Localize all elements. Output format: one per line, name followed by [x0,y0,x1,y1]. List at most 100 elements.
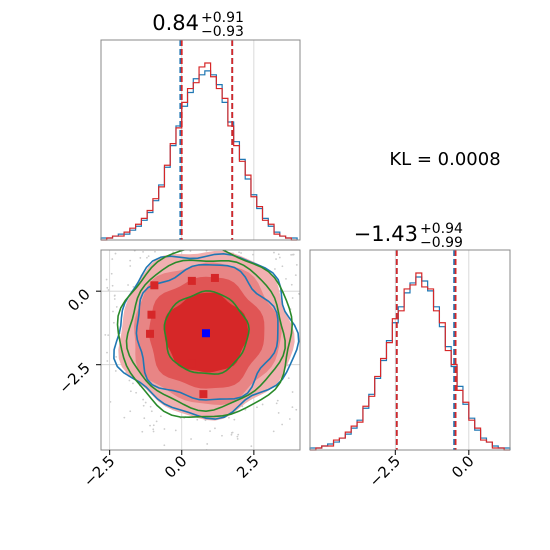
scatter-point [177,242,179,244]
scatter-point [183,247,185,249]
scatter-point [144,401,147,404]
scatter-point [281,423,284,426]
scatter-point [291,391,294,393]
scatter-point [197,241,199,243]
scatter-point [135,391,138,394]
hist-y-frame [309,249,511,451]
scatter-point [123,416,126,419]
hist-x-title: 0.84 +0.91 −0.93 [152,10,244,40]
scatter-point [152,428,155,431]
scatter-point [146,256,148,259]
scatter-point [153,246,155,248]
blue-marker [201,329,210,338]
scatter-point [155,420,158,423]
scatter-point [152,241,154,243]
scatter-point [227,416,230,419]
scatter-point [290,253,293,256]
scatter-point [190,237,192,239]
kl-annotation: KL = 0.0008 [389,149,500,170]
red-marker [147,310,156,319]
scatter-point [142,404,145,407]
scatter-point [128,379,131,382]
scatter-point [214,237,216,239]
hist-x-series-0-step [100,70,298,240]
scatter-point [106,286,109,289]
scatter-point [142,250,144,253]
scatter-point [111,258,114,260]
scatter-point [324,327,326,329]
scatter-point [307,297,309,299]
scatter-point [312,290,314,292]
hist-panel-x: 0.84 +0.91 −0.93 [100,10,301,241]
hist-y-title-median: −1.43 [354,222,418,246]
scatter-point [128,241,130,243]
scatter-point [321,348,323,350]
scatter-point [237,219,239,221]
scatter-point [250,445,253,448]
scatter-point [112,310,114,313]
scatter-point [264,244,266,246]
scatter-point [233,418,236,421]
scatter-point [261,403,264,406]
scatter-point [292,253,295,256]
scatter-point [95,355,97,357]
scatter-point [213,210,215,212]
scatter-point [275,258,277,260]
scatter-point [273,251,275,254]
scatter-point [319,333,321,335]
red-marker [274,237,282,245]
scatter-point [221,212,223,214]
scatter-point [163,235,165,237]
scatter-point [189,250,192,252]
scatter-point [168,243,170,245]
scatter-point [208,230,210,232]
scatter-point [113,294,116,297]
scatter-point [149,424,151,427]
scatter-point [277,253,280,256]
scatter-point [109,400,112,403]
scatter-point [106,351,108,354]
scatter-point [112,321,115,324]
scatter-point [237,433,240,436]
scatter-point [107,334,110,337]
red-marker [199,390,208,399]
scatter-point [129,265,132,267]
scatter-point [115,306,118,308]
scatter-point [164,221,166,223]
scatter-point [145,229,147,231]
scatter-point [173,224,175,226]
scatter-point [211,243,213,245]
scatter-point [244,408,247,411]
contour-xtick-label: −2.5 [80,452,118,490]
scatter-point [213,228,215,230]
scatter-point [190,215,192,217]
scatter-point [286,364,289,367]
hist-y-series-1-step [310,272,510,451]
scatter-point [129,390,132,393]
scatter-point [244,236,246,238]
scatter-point [159,415,162,418]
scatter-point [323,332,325,334]
scatter-point [238,251,240,254]
scatter-point [215,241,217,243]
contour-xtick-label: 0.0 [161,452,191,482]
scatter-point [132,382,134,385]
scatter-point [281,265,284,268]
red-marker [146,329,155,338]
scatter-point [172,227,174,229]
scatter-point [110,272,113,275]
scatter-point [104,333,107,336]
scatter-point [152,424,155,427]
hist-y-xtick-label: −2.5 [366,452,404,490]
scatter-point [230,433,233,436]
scatter-point [166,242,168,244]
scatter-point [154,250,156,253]
scatter-point [231,431,234,434]
scatter-point [278,256,281,259]
scatter-point [294,274,297,277]
hist-x-series-1-step [101,62,298,241]
contour-ytick-label: 0.0 [64,285,94,315]
red-marker [187,359,196,368]
scatter-point [224,222,226,224]
scatter-point [257,225,259,227]
